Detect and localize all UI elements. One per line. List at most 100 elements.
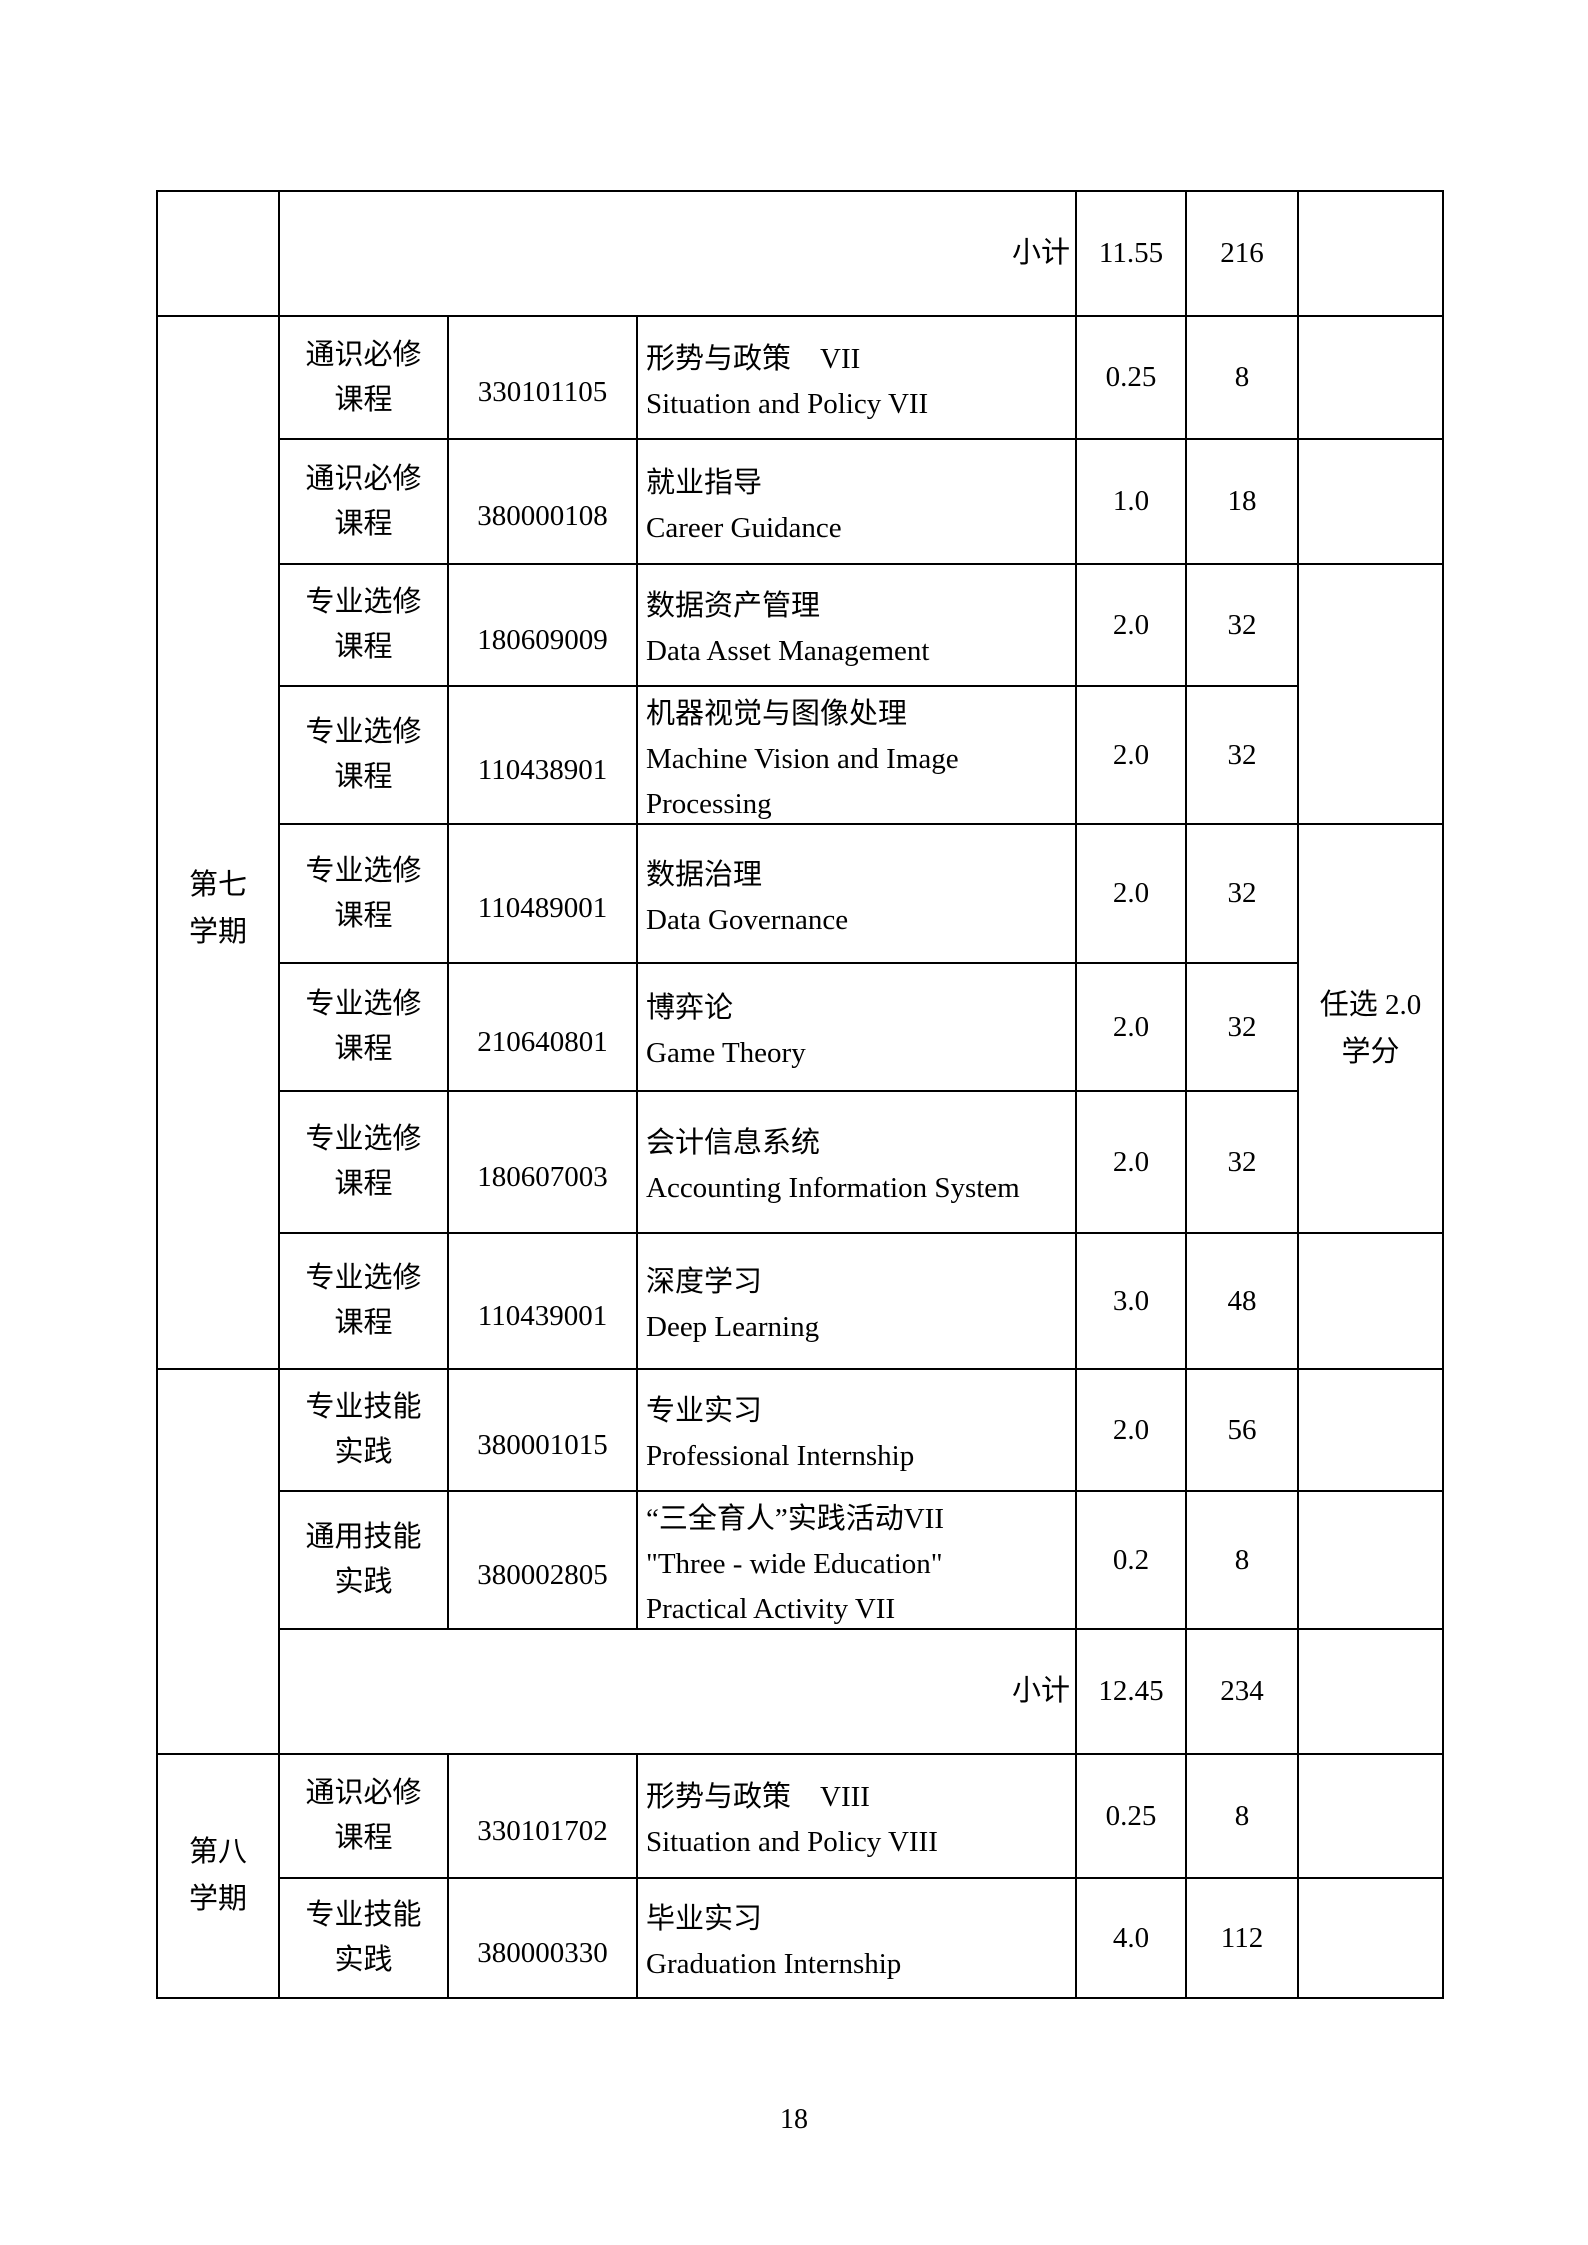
course-name-en: Accounting Information System: [646, 1172, 1020, 1204]
course-name-zh: 就业指导: [646, 466, 763, 499]
hours-cell: 32: [1185, 962, 1299, 1092]
course-type-cell: 专业选修 课程: [278, 685, 449, 825]
course-type-cell: 专业技能 实践: [278, 1877, 449, 1999]
table-row: 小计 11.55 216: [156, 190, 1444, 317]
table-row: 专业选修 课程 110439001 深度学习 Deep Learning 3.0…: [157, 1232, 1444, 1370]
notes-cell: [1297, 1490, 1444, 1630]
credits-cell: 2.0: [1075, 1090, 1187, 1234]
course-name-zh: 数据资产管理: [646, 590, 821, 622]
course-name-cell: 深度学习 Deep Learning: [636, 1232, 1077, 1370]
course-name-cell: 形势与政策 VIII Situation and Policy VIII: [636, 1753, 1077, 1879]
hours-cell: 8: [1185, 1753, 1299, 1879]
course-name-zh: 机器视觉与图像处理: [646, 697, 908, 730]
hours-cell: 18: [1185, 438, 1299, 565]
course-name-en: Processing: [646, 787, 772, 820]
course-name-cell: 会计信息系统 Accounting Information System: [636, 1090, 1077, 1234]
course-type-cell: 专业选修 课程: [278, 1090, 449, 1234]
course-name-zh: 深度学习: [646, 1266, 763, 1298]
course-name-cell: 数据治理 Data Governance: [636, 823, 1077, 964]
hours-cell: 8: [1185, 1490, 1299, 1630]
table-row: 小计 12.45 234: [157, 1628, 1444, 1755]
course-name-en: Deep Learning: [646, 1311, 820, 1343]
course-code-cell: 110439001: [447, 1232, 638, 1370]
hours-cell: 32: [1185, 823, 1299, 964]
course-type-cell: 通识必修 课程: [278, 1753, 449, 1879]
course-name-en: Career Guidance: [646, 511, 842, 544]
credits-cell: 2.0: [1075, 1368, 1187, 1492]
table-row: 第八 学期 通识必修 课程 330101702 形势与政策 VIII Situa…: [156, 1753, 1444, 1999]
course-name-en: Data Asset Management: [646, 635, 930, 667]
notes-cell: [1297, 1753, 1444, 1879]
course-name-cell: 机器视觉与图像处理 Machine Vision and Image Proce…: [636, 685, 1077, 825]
subtotal-hours: 216: [1185, 190, 1299, 317]
course-name-cell: 数据资产管理 Data Asset Management: [636, 563, 1077, 687]
table-row: 专业选修 课程 110438901 机器视觉与图像处理 Machine Visi…: [157, 685, 1443, 825]
course-code-cell: 110438901: [447, 685, 638, 825]
notes-cell: [1297, 315, 1444, 440]
course-name-en: Professional Internship: [646, 1440, 915, 1472]
course-type-cell: 专业选修 课程: [278, 962, 449, 1092]
credits-cell: 2.0: [1075, 685, 1187, 825]
course-code-cell: 380000330: [447, 1877, 638, 1999]
notes-cell: [1297, 1232, 1444, 1370]
table-row: 第七 学期 通识必修 课程 330101105 形势与政策 VII Situat…: [156, 315, 1444, 1370]
credits-cell: 0.25: [1075, 1753, 1187, 1879]
course-name-zh: 形势与政策 VIII: [646, 1781, 870, 1813]
course-name-zh: “三全育人”实践活动VII: [646, 1502, 945, 1535]
notes-cell: [1297, 563, 1444, 825]
notes-cell: [1297, 190, 1444, 317]
page-number: 18: [780, 2104, 808, 2135]
course-type-cell: 通识必修 课程: [278, 438, 449, 565]
table-row: 通用技能 实践 380002805 “三全育人”实践活动VII "Three -…: [157, 1490, 1444, 1630]
course-name-en: "Three - wide Education": [646, 1547, 943, 1580]
course-name-cell: “三全育人”实践活动VII "Three - wide Education" P…: [636, 1490, 1077, 1630]
semester-cell-empty: [156, 1368, 280, 1755]
course-type-cell: 专业选修 课程: [278, 563, 449, 687]
course-name-en: Game Theory: [646, 1037, 806, 1069]
credits-cell: 2.0: [1075, 962, 1187, 1092]
course-code-cell: 110489001: [447, 823, 638, 964]
table-row: 通识必修 课程 380000108 就业指导 Career Guidance 1…: [157, 438, 1444, 565]
semester-cell-seven: 第七 学期: [156, 315, 280, 1370]
table-row: 专业技能 实践 380001015 专业实习 Professional Inte…: [156, 1368, 1444, 1755]
table-row: 专业技能 实践 380000330 毕业实习 Graduation Intern…: [157, 1877, 1444, 1999]
hours-cell: 56: [1185, 1368, 1299, 1492]
subtotal-credits: 12.45: [1075, 1628, 1187, 1755]
subtotal-credits: 11.55: [1075, 190, 1187, 317]
course-type-cell: 专业选修 课程: [278, 1232, 449, 1370]
course-code-cell: 330101702: [447, 1753, 638, 1879]
notes-cell: [1297, 1368, 1444, 1492]
table-row: 专业选修 课程 210640801 博弈论 Game Theory 2.0 32: [157, 962, 1443, 1092]
course-name-en: Situation and Policy VIII: [646, 1826, 938, 1858]
table-row: 专业选修 课程 180609009 数据资产管理 Data Asset Mana…: [157, 563, 1444, 825]
course-code-cell: 210640801: [447, 962, 638, 1092]
credits-cell: 0.2: [1075, 1490, 1187, 1630]
course-name-zh: 博弈论: [646, 992, 734, 1024]
notes-cell: [1297, 1877, 1444, 1999]
curriculum-table: 小计 11.55 216 第七 学期 通识必修 课程 330101105 形势与…: [156, 190, 1444, 1999]
credits-cell: 2.0: [1075, 823, 1187, 964]
table-row: 专业选修 课程 180607003 会计信息系统 Accounting Info…: [157, 1090, 1443, 1234]
course-name-cell: 专业实习 Professional Internship: [636, 1368, 1077, 1492]
course-code-cell: 180609009: [447, 563, 638, 687]
elective-note-cell: 任选 2.0 学分: [1297, 823, 1444, 1234]
semester-seven-label: 第七 学期: [188, 868, 247, 948]
subtotal-hours: 234: [1185, 1628, 1299, 1755]
credits-cell: 3.0: [1075, 1232, 1187, 1370]
course-name-cell: 博弈论 Game Theory: [636, 962, 1077, 1092]
hours-cell: 48: [1185, 1232, 1299, 1370]
course-name-en: Data Governance: [646, 903, 849, 936]
credits-cell: 2.0: [1075, 563, 1187, 687]
notes-cell: [1297, 438, 1444, 565]
course-name-en: Practical Activity VII: [646, 1592, 896, 1625]
credits-cell: 0.25: [1075, 315, 1187, 440]
hours-cell: 32: [1185, 563, 1299, 687]
course-type-cell: 通识必修 课程: [278, 315, 449, 440]
course-name-zh: 专业实习: [646, 1395, 763, 1427]
course-type-cell: 专业选修 课程: [278, 823, 449, 964]
course-name-zh: 数据治理: [646, 858, 763, 891]
subtotal-label: 小计: [278, 1628, 1077, 1755]
notes-cell: [1297, 1628, 1444, 1755]
semester-eight-label: 第八 学期: [188, 1836, 247, 1915]
